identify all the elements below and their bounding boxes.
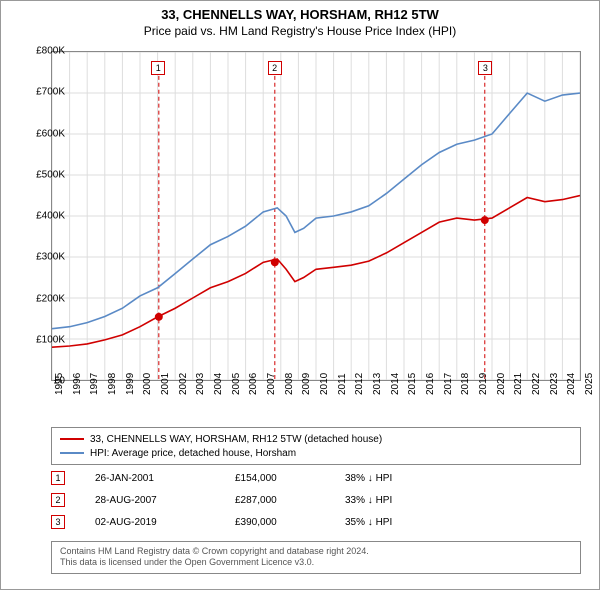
- x-tick-label: 2013: [372, 373, 383, 395]
- chart-title: 33, CHENNELLS WAY, HORSHAM, RH12 5TW: [1, 1, 599, 22]
- footer-line: Contains HM Land Registry data © Crown c…: [60, 546, 572, 557]
- x-tick-label: 1995: [54, 373, 65, 395]
- marker-ref-box: 2: [51, 493, 65, 507]
- x-tick-label: 2004: [213, 373, 224, 395]
- marker-price: £390,000: [235, 517, 345, 528]
- x-tick-label: 2001: [160, 373, 171, 395]
- legend-item: 33, CHENNELLS WAY, HORSHAM, RH12 5TW (de…: [60, 432, 572, 446]
- marker-price: £154,000: [235, 473, 345, 484]
- legend-label: 33, CHENNELLS WAY, HORSHAM, RH12 5TW (de…: [90, 434, 382, 445]
- x-tick-label: 2009: [301, 373, 312, 395]
- x-tick-label: 2007: [266, 373, 277, 395]
- x-tick-label: 2024: [566, 373, 577, 395]
- x-tick-label: 2025: [584, 373, 595, 395]
- marker-box: 2: [268, 61, 282, 75]
- x-tick-label: 2018: [460, 373, 471, 395]
- chart-svg: [51, 51, 581, 381]
- marker-table-row: 1 26-JAN-2001 £154,000 38% ↓ HPI: [51, 467, 581, 489]
- marker-delta: 38% ↓ HPI: [345, 473, 465, 484]
- x-tick-label: 1998: [107, 373, 118, 395]
- y-tick-label: £800K: [36, 46, 65, 57]
- x-tick-label: 2003: [195, 373, 206, 395]
- legend: 33, CHENNELLS WAY, HORSHAM, RH12 5TW (de…: [51, 427, 581, 465]
- marker-date: 26-JAN-2001: [95, 473, 235, 484]
- y-tick-label: £300K: [36, 252, 65, 263]
- marker-price: £287,000: [235, 495, 345, 506]
- legend-label: HPI: Average price, detached house, Hors…: [90, 448, 296, 459]
- footer-line: This data is licensed under the Open Gov…: [60, 557, 572, 568]
- marker-box: 1: [151, 61, 165, 75]
- x-tick-label: 2006: [248, 373, 259, 395]
- x-tick-label: 2011: [337, 373, 348, 395]
- x-tick-label: 2023: [549, 373, 560, 395]
- x-tick-label: 1996: [72, 373, 83, 395]
- chart-container: 33, CHENNELLS WAY, HORSHAM, RH12 5TW Pri…: [0, 0, 600, 590]
- x-tick-label: 2020: [496, 373, 507, 395]
- marker-table-row: 3 02-AUG-2019 £390,000 35% ↓ HPI: [51, 511, 581, 533]
- marker-date: 28-AUG-2007: [95, 495, 235, 506]
- marker-date: 02-AUG-2019: [95, 517, 235, 528]
- x-tick-label: 1999: [125, 373, 136, 395]
- chart-plot-area: [51, 51, 581, 381]
- x-tick-label: 2008: [284, 373, 295, 395]
- y-tick-label: £200K: [36, 293, 65, 304]
- x-tick-label: 2002: [178, 373, 189, 395]
- marker-delta: 35% ↓ HPI: [345, 517, 465, 528]
- legend-swatch: [60, 452, 84, 454]
- chart-subtitle: Price paid vs. HM Land Registry's House …: [1, 22, 599, 42]
- marker-ref-box: 3: [51, 515, 65, 529]
- y-tick-label: £400K: [36, 211, 65, 222]
- y-tick-label: £500K: [36, 169, 65, 180]
- x-tick-label: 2012: [354, 373, 365, 395]
- x-tick-label: 2000: [142, 373, 153, 395]
- marker-table-row: 2 28-AUG-2007 £287,000 33% ↓ HPI: [51, 489, 581, 511]
- marker-box: 3: [478, 61, 492, 75]
- marker-ref-box: 1: [51, 471, 65, 485]
- x-tick-label: 2019: [478, 373, 489, 395]
- x-tick-label: 1997: [89, 373, 100, 395]
- y-tick-label: £100K: [36, 334, 65, 345]
- marker-table: 1 26-JAN-2001 £154,000 38% ↓ HPI 2 28-AU…: [51, 467, 581, 533]
- x-tick-label: 2021: [513, 373, 524, 395]
- y-tick-label: £600K: [36, 128, 65, 139]
- x-tick-label: 2010: [319, 373, 330, 395]
- x-tick-label: 2014: [390, 373, 401, 395]
- x-tick-label: 2015: [407, 373, 418, 395]
- x-tick-label: 2005: [231, 373, 242, 395]
- x-tick-label: 2017: [443, 373, 454, 395]
- x-tick-label: 2022: [531, 373, 542, 395]
- legend-swatch: [60, 438, 84, 440]
- footer-attribution: Contains HM Land Registry data © Crown c…: [51, 541, 581, 574]
- y-tick-label: £700K: [36, 87, 65, 98]
- x-tick-label: 2016: [425, 373, 436, 395]
- legend-item: HPI: Average price, detached house, Hors…: [60, 446, 572, 460]
- marker-delta: 33% ↓ HPI: [345, 495, 465, 506]
